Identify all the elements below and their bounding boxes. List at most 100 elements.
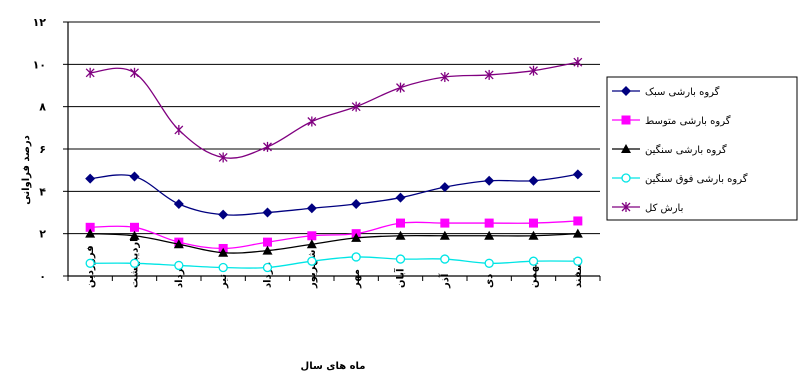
- data-point: [573, 256, 583, 266]
- data-point: [484, 175, 495, 186]
- data-point: [262, 207, 273, 218]
- legend-marker: [621, 202, 631, 212]
- data-point: [85, 173, 96, 184]
- legend-label: گروه بارشی متوسط: [645, 115, 731, 127]
- legend-items: گروه بارشی سبک گروه بارشی متوسط گروه بارشی…: [612, 86, 748, 214]
- data-point: [484, 69, 494, 80]
- series-line: [90, 61, 578, 159]
- y-tick-label: ۱۲: [33, 16, 47, 29]
- data-point: [396, 218, 405, 228]
- legend-item: گروه بارشی فوق سنگین: [612, 173, 748, 185]
- data-point: [573, 57, 583, 68]
- data-point: [263, 141, 272, 152]
- legend-marker: [621, 173, 631, 183]
- data-point: [174, 124, 184, 135]
- data-point: [528, 175, 539, 186]
- data-point: [173, 199, 184, 210]
- y-tick-label: ۲: [39, 228, 46, 241]
- data-point: [85, 228, 96, 238]
- data-point: [85, 222, 95, 232]
- data-point: [484, 258, 494, 268]
- data-point: [440, 72, 450, 83]
- series-group: [85, 57, 583, 273]
- data-point: [396, 82, 405, 93]
- data-point: [573, 216, 583, 226]
- data-point: [307, 231, 317, 241]
- legend-label: گروه بارشی فوق سنگین: [645, 173, 748, 185]
- x-tick-label: تیر: [218, 274, 229, 289]
- legend-label: بارش کل: [645, 203, 683, 214]
- data-point: [395, 254, 406, 264]
- data-point: [263, 237, 272, 247]
- y-tick-label: ۶: [39, 143, 46, 156]
- data-point: [306, 203, 317, 214]
- x-tick-label: دی: [484, 274, 495, 288]
- data-point: [173, 239, 184, 249]
- data-point: [218, 209, 229, 220]
- data-point: [130, 67, 139, 78]
- legend-item: گروه بارشی متوسط: [612, 115, 731, 127]
- series-1: [85, 169, 583, 220]
- legend-label: گروه بارشی سنگین: [645, 144, 727, 156]
- x-tick-label: خرداد: [174, 261, 185, 288]
- data-point: [351, 252, 361, 262]
- legend-item: گروه بارشی سنگین: [612, 144, 727, 156]
- data-point: [218, 262, 228, 273]
- data-point: [440, 218, 450, 228]
- data-point: [528, 230, 539, 240]
- data-point: [439, 182, 450, 193]
- series-line: [90, 173, 578, 216]
- y-tick-labels: ۰ ۲ ۴ ۶ ۸ ۱۰ ۱۲: [33, 16, 47, 283]
- data-point: [129, 258, 140, 268]
- data-point: [351, 101, 361, 112]
- series-3: [85, 228, 583, 257]
- series-line: [90, 233, 578, 254]
- series-2: [85, 216, 583, 253]
- axes: [63, 21, 601, 281]
- x-tick-labels: فروردیناردیبهشتخردادتیرمردادشهریورمهرآبا…: [85, 238, 584, 289]
- y-tick-label: ۴: [39, 185, 46, 198]
- x-tick-label: آبان: [394, 268, 407, 288]
- y-tick-label: ۸: [39, 101, 46, 114]
- x-tick-label: آذر: [438, 273, 451, 289]
- data-point: [440, 254, 450, 264]
- data-point: [529, 65, 538, 76]
- legend-label: گروه بارشی سبک: [645, 86, 720, 98]
- data-point: [307, 116, 317, 127]
- y-tick-label: ۱۰: [33, 58, 46, 71]
- x-axis-title: ماه های سال: [301, 361, 366, 372]
- gridlines: [68, 21, 600, 235]
- data-point: [395, 192, 406, 203]
- data-point: [218, 152, 228, 163]
- data-point: [439, 230, 450, 240]
- data-point: [395, 230, 406, 240]
- data-point: [262, 245, 273, 255]
- data-point: [528, 256, 539, 266]
- data-point: [306, 239, 317, 249]
- x-tick-label: مهر: [351, 269, 362, 289]
- legend-item: بارش کل: [612, 202, 683, 214]
- data-point: [129, 171, 140, 182]
- legend-marker: [621, 115, 631, 125]
- x-tick-label: اسفند: [573, 258, 584, 288]
- data-point: [129, 230, 140, 240]
- data-point: [130, 222, 139, 232]
- legend-item: گروه بارشی سبک: [612, 86, 720, 98]
- data-point: [572, 169, 583, 180]
- data-point: [529, 218, 538, 228]
- data-point: [307, 256, 317, 266]
- data-point: [351, 199, 362, 210]
- data-point: [174, 260, 184, 271]
- data-point: [262, 262, 273, 273]
- x-tick-label: بهمن: [529, 262, 540, 288]
- x-tick-label: مرداد: [263, 262, 274, 288]
- y-tick-label: ۰: [39, 270, 46, 283]
- x-tick-label: شهریور: [307, 249, 318, 289]
- legend: گروه بارشی سبک گروه بارشی متوسط گروه بارشی…: [606, 76, 798, 221]
- data-point: [484, 218, 494, 228]
- data-point: [572, 228, 583, 238]
- data-point: [218, 247, 229, 257]
- series-line: [90, 220, 578, 250]
- data-point: [85, 67, 95, 78]
